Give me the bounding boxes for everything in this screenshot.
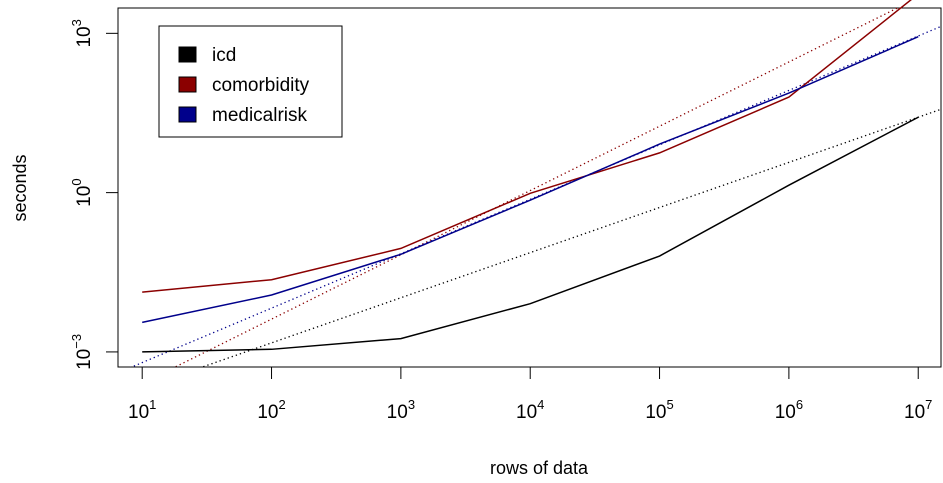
- fit-lines: [130, 8, 941, 367]
- legend: icd comorbidity medicalrisk: [158, 25, 343, 138]
- y-tick-label: 103: [69, 19, 95, 47]
- y-axis-title: seconds: [10, 154, 30, 221]
- x-tick-label: 105: [645, 397, 673, 423]
- series-line-comorbidity: [142, 0, 912, 293]
- fit-line-comorbidity: [173, 8, 899, 367]
- legend-swatch-comorbidity: [178, 76, 197, 93]
- y-tick-label: 10−3: [69, 334, 95, 370]
- legend-label-medicalrisk: medicalrisk: [212, 105, 308, 126]
- x-tick-label: 107: [904, 397, 932, 423]
- x-tick-label: 103: [387, 397, 415, 423]
- x-axis-title: rows of data: [490, 458, 589, 478]
- legend-label-comorbidity: comorbidity: [212, 75, 310, 96]
- x-tick-label: 106: [775, 397, 803, 423]
- x-tick-label: 104: [516, 397, 544, 423]
- y-tick-label: 100: [69, 178, 95, 206]
- legend-swatch-medicalrisk: [178, 106, 197, 123]
- x-axis: 101 102 103 104 105 106 107: [128, 366, 932, 423]
- series-lines: [142, 0, 919, 353]
- fit-line-icd: [200, 108, 941, 367]
- y-axis: 10−3 100 103: [69, 19, 119, 370]
- x-tick-label: 101: [128, 397, 156, 423]
- x-tick-label: 102: [257, 397, 285, 423]
- legend-swatch-icd: [178, 46, 197, 63]
- series-line-icd: [142, 116, 919, 353]
- legend-label-icd: icd: [212, 45, 236, 66]
- fit-line-medicalrisk: [130, 25, 941, 367]
- series-line-medicalrisk: [142, 36, 919, 324]
